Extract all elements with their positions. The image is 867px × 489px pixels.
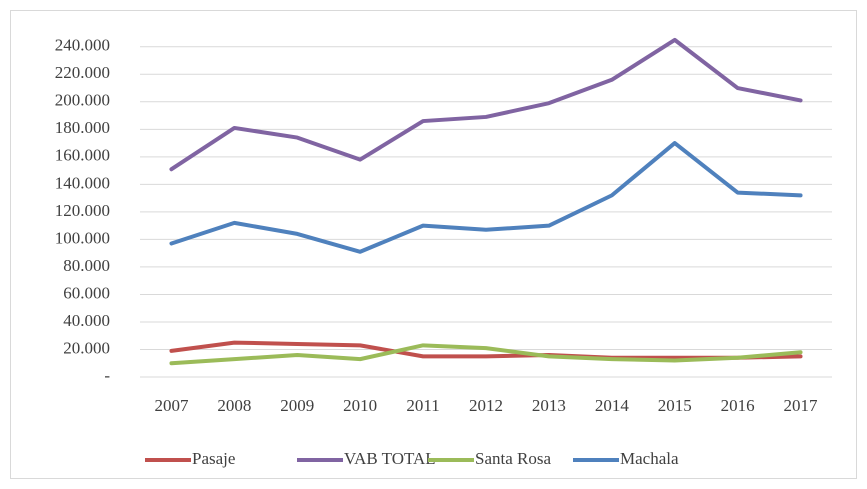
x-tick-label: 2017 <box>784 396 819 415</box>
y-tick-label: - <box>104 366 110 385</box>
y-tick-label: 120.000 <box>55 201 110 220</box>
x-tick-label: 2010 <box>343 396 377 415</box>
x-tick-label: 2012 <box>469 396 503 415</box>
x-tick-label: 2016 <box>721 396 755 415</box>
series-line <box>169 37 803 172</box>
y-tick-label: 180.000 <box>55 118 110 137</box>
y-tick-label: 80.000 <box>63 256 110 275</box>
y-tick-label: 20.000 <box>63 338 110 357</box>
x-tick-label: 2008 <box>217 396 251 415</box>
legend-label: Pasaje <box>192 449 235 468</box>
y-tick-label: 200.000 <box>55 91 110 110</box>
x-tick-label: 2009 <box>280 396 314 415</box>
y-tick-label: 60.000 <box>63 283 110 302</box>
x-tick-label: 2007 <box>154 396 189 415</box>
y-tick-label: 240.000 <box>55 36 110 55</box>
chart-border <box>10 10 857 479</box>
legend-label: Santa Rosa <box>475 449 551 468</box>
legend-label: VAB TOTAL <box>344 449 436 468</box>
y-tick-label: 40.000 <box>63 311 110 330</box>
legend-label: Machala <box>620 449 679 468</box>
series-line <box>169 141 803 254</box>
x-tick-label: 2014 <box>595 396 630 415</box>
x-tick-label: 2015 <box>658 396 692 415</box>
y-tick-label: 160.000 <box>55 146 110 165</box>
y-tick-label: 100.000 <box>55 228 110 247</box>
series-line <box>169 343 803 366</box>
y-tick-label: 220.000 <box>55 63 110 82</box>
x-tick-label: 2013 <box>532 396 566 415</box>
y-tick-label: 140.000 <box>55 173 110 192</box>
x-tick-label: 2011 <box>406 396 439 415</box>
